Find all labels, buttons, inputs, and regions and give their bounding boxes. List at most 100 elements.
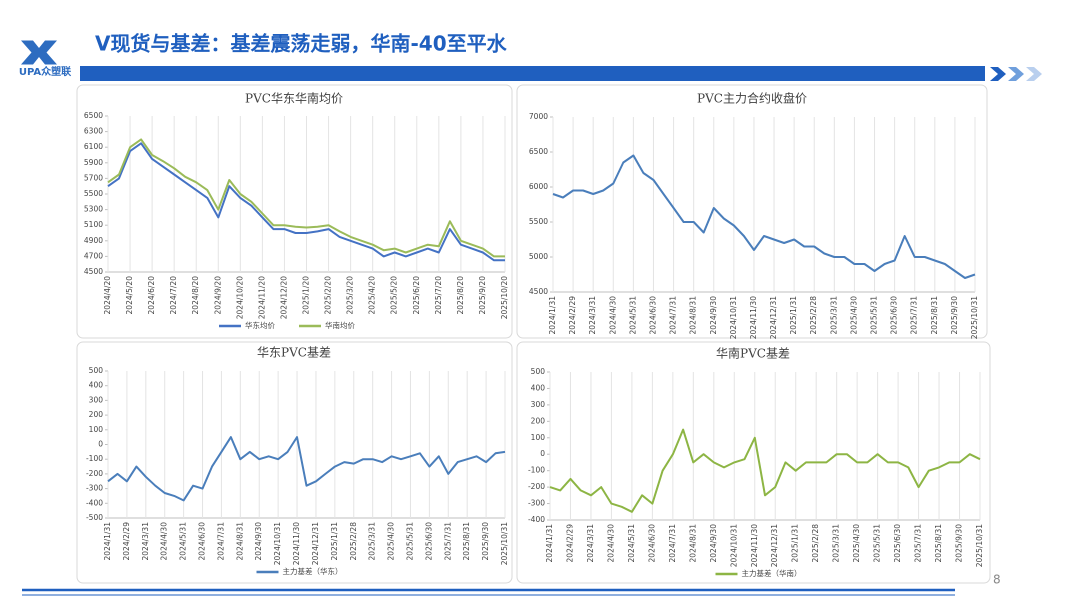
header-bar (80, 66, 985, 81)
y-tick-label: 5900 (84, 158, 103, 167)
x-tick-label: 2024/7/20 (169, 276, 178, 315)
series-line (552, 154, 976, 279)
y-tick-label: -300 (528, 499, 545, 508)
x-tick-label: 2025/2/28 (349, 522, 358, 561)
x-tick-label: 2025/4/30 (849, 296, 858, 335)
x-tick-label: 2025/4/30 (387, 522, 396, 561)
x-tick-label: 2025/8/20 (456, 276, 465, 315)
x-tick-label: 2024/6/30 (198, 522, 207, 561)
x-tick-label: 2025/2/28 (811, 524, 820, 563)
y-tick-label: 0 (98, 440, 103, 449)
series-line (107, 138, 505, 258)
chart-title: 华东PVC基差 (257, 346, 331, 360)
x-tick-label: 2025/10/31 (970, 296, 979, 339)
x-tick-label: 2024/6/30 (647, 524, 656, 563)
x-tick-label: 2024/8/31 (688, 524, 697, 563)
y-tick-label: 500 (89, 366, 104, 375)
series-line (107, 142, 505, 262)
legend-label: 华东均价 (245, 320, 275, 330)
x-tick-label: 2024/9/20 (213, 276, 222, 315)
y-tick-label: 5500 (84, 189, 103, 198)
chart-title: 华南PVC基差 (716, 346, 790, 361)
x-tick-label: 2024/4/30 (160, 522, 169, 561)
x-tick-label: 2024/8/31 (689, 296, 698, 335)
x-tick-label: 2024/3/31 (588, 296, 597, 335)
x-tick-label: 2025/3/31 (829, 296, 838, 335)
x-tick-label: 2024/4/20 (103, 276, 112, 315)
logo: UPA众塑联 (19, 40, 71, 78)
legend-label: 华南均价 (325, 320, 355, 330)
x-tick-label: 2025/7/31 (443, 522, 452, 561)
x-tick-label: 2025/9/30 (955, 524, 964, 563)
y-tick-label: 4900 (84, 236, 103, 245)
x-tick-label: 2025/2/28 (809, 296, 818, 335)
series-line (549, 428, 981, 513)
y-tick-label: 5000 (529, 252, 548, 261)
y-tick-label: 300 (89, 395, 104, 404)
x-tick-label: 2024/10/31 (273, 522, 282, 565)
x-tick-label: 2025/6/30 (893, 524, 902, 563)
y-tick-label: -100 (86, 454, 103, 463)
y-tick-label: 6000 (529, 182, 548, 191)
logo-text: UPA众塑联 (19, 65, 71, 78)
x-tick-label: 2025/3/20 (346, 276, 355, 315)
x-tick-label: 2024/7/31 (669, 296, 678, 335)
x-tick-label: 2024/1/31 (103, 522, 112, 561)
x-tick-label: 2024/10/31 (729, 296, 738, 339)
x-tick-label: 2025/2/20 (324, 276, 333, 315)
x-tick-label: 2025/6/30 (890, 296, 899, 335)
y-tick-label: 7000 (529, 112, 548, 121)
x-tick-label: 2024/2/29 (565, 524, 574, 563)
y-tick-label: -400 (528, 515, 545, 524)
x-tick-label: 2024/8/31 (235, 522, 244, 561)
x-tick-label: 2024/3/31 (586, 524, 595, 563)
y-tick-label: -500 (86, 513, 103, 522)
x-tick-label: 2024/5/31 (627, 524, 636, 563)
y-tick-label: 5300 (84, 205, 103, 214)
x-tick-label: 2025/1/31 (330, 522, 339, 561)
x-tick-label: 2025/1/31 (789, 296, 798, 335)
chevron (1008, 67, 1024, 81)
y-tick-label: 4700 (84, 251, 103, 260)
x-tick-label: 2024/10/31 (729, 524, 738, 567)
legend-label: 主力基差（华东） (283, 566, 343, 576)
x-tick-label: 2024/12/31 (770, 524, 779, 567)
y-tick-label: -100 (528, 466, 545, 475)
x-tick-label: 2025/5/20 (390, 276, 399, 315)
x-tick-label: 2025/4/20 (368, 276, 377, 315)
x-tick-label: 2024/1/31 (548, 296, 557, 335)
x-tick-label: 2024/12/31 (769, 296, 778, 339)
y-tick-label: 100 (531, 433, 546, 442)
y-tick-label: 200 (89, 410, 104, 419)
x-tick-label: 2024/8/20 (191, 276, 200, 315)
x-tick-label: 2025/7/20 (434, 276, 443, 315)
x-tick-label: 2024/5/31 (179, 522, 188, 561)
y-tick-label: 5700 (84, 173, 103, 182)
y-tick-label: 200 (531, 416, 546, 425)
y-tick-label: 100 (89, 425, 104, 434)
chevron (990, 67, 1006, 81)
y-tick-label: 400 (89, 381, 104, 390)
y-tick-label: 5500 (529, 217, 548, 226)
y-tick-label: 500 (531, 367, 546, 376)
x-tick-label: 2025/1/31 (791, 524, 800, 563)
y-tick-label: 6500 (529, 147, 548, 156)
y-tick-label: -200 (528, 482, 545, 491)
series-line (107, 436, 506, 502)
x-tick-label: 2025/6/30 (424, 522, 433, 561)
y-tick-label: -400 (86, 498, 103, 507)
page-number: 8 (993, 573, 1001, 587)
x-tick-label: 2024/9/30 (709, 296, 718, 335)
y-tick-label: 400 (531, 383, 546, 392)
x-tick-label: 2025/8/31 (462, 522, 471, 561)
chart-panel (76, 341, 513, 584)
x-tick-label: 2024/11/30 (292, 522, 301, 565)
x-tick-label: 2025/5/31 (870, 296, 879, 335)
y-tick-label: 5100 (84, 220, 103, 229)
x-tick-label: 2024/1/31 (545, 524, 554, 563)
y-tick-label: -200 (86, 469, 103, 478)
x-tick-label: 2025/5/31 (873, 524, 882, 563)
x-tick-label: 2025/8/31 (930, 296, 939, 335)
x-tick-label: 2025/9/30 (950, 296, 959, 335)
